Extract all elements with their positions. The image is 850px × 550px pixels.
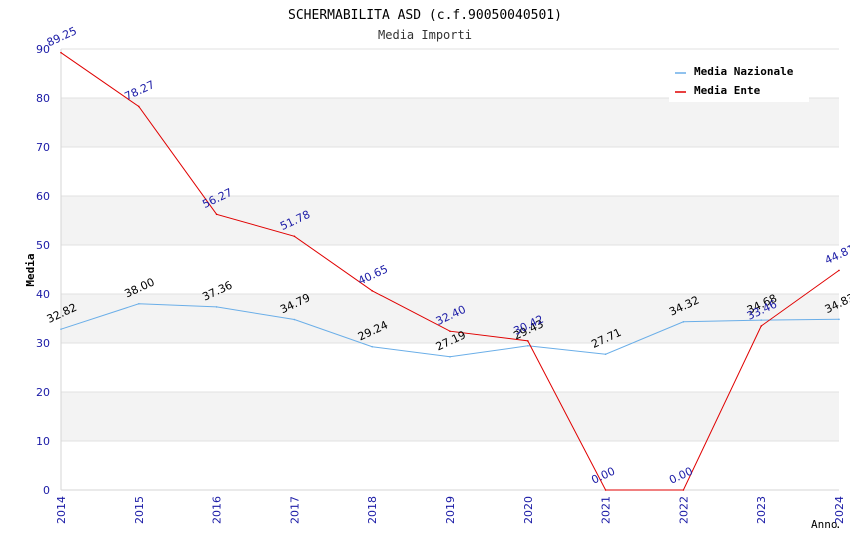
y-tick-label: 80 [36,92,50,105]
data-point [138,105,140,108]
chart-title: SCHERMABILITA ASD (c.f.90050040501) [288,8,562,23]
x-tick-label: 2018 [366,496,379,524]
grid-band [61,147,839,196]
legend-box [669,58,809,102]
x-tick-label: 2020 [522,496,535,524]
grid-band [61,294,839,343]
data-point [293,318,296,321]
x-axis-title: Anno [811,518,838,531]
x-tick-label: 2014 [55,496,68,524]
grid-band [61,245,839,294]
x-axis-title-dot: . [835,518,842,531]
legend: Media Nazionale Media Ente [669,58,809,102]
y-axis-ticks: 0 10 20 30 40 50 60 70 80 90 [36,43,50,497]
data-point [682,489,685,491]
y-tick-label: 10 [36,435,50,448]
data-point [371,290,374,292]
x-tick-label: 2024 [833,496,846,524]
grid-band [61,98,839,147]
data-label: 89.25 [45,24,79,49]
grid-band [61,392,839,441]
y-tick-label: 20 [36,386,50,399]
x-tick-label: 2023 [755,496,768,524]
data-point [449,330,451,333]
x-tick-label: 2017 [288,496,301,524]
x-tick-label: 2015 [133,496,146,524]
data-point [371,345,374,348]
grid-bands [61,49,839,490]
y-tick-label: 70 [36,141,50,154]
data-point [215,213,218,216]
data-point [838,269,840,272]
data-point [138,303,140,305]
grid-band [61,196,839,245]
y-tick-label: 60 [36,190,50,203]
legend-label-media-ente: Media Ente [694,84,761,97]
y-tick-label: 0 [43,484,50,497]
data-point [60,51,62,54]
x-axis-ticks: 2014 2015 2016 2017 2018 2019 2020 2021 2022 2023… [55,496,846,524]
y-tick-label: 50 [36,239,50,252]
data-point [60,328,62,330]
grid-band [61,441,839,490]
grid-band [61,343,839,392]
data-point [293,235,296,238]
x-tick-label: 2016 [211,496,224,524]
data-point [527,340,529,342]
y-tick-label: 30 [36,337,50,350]
data-point [215,306,218,308]
y-tick-label: 90 [36,43,50,56]
series-lines [60,51,840,491]
data-point [760,325,762,327]
data-point [604,489,607,491]
data-point [527,344,529,347]
x-tick-label: 2022 [677,496,690,524]
data-point [604,353,607,356]
y-tick-label: 40 [36,288,50,301]
grid-lines [60,48,839,491]
x-tick-label: 2019 [444,496,457,524]
data-point [838,318,840,321]
chart-subtitle: Media Importi [378,28,472,42]
data-point [682,321,685,323]
legend-label-media-nazionale: Media Nazionale [694,65,794,78]
y-axis-title: Media [24,253,37,286]
x-tick-label: 2021 [600,496,613,524]
data-point [760,319,762,321]
data-point [449,355,451,358]
